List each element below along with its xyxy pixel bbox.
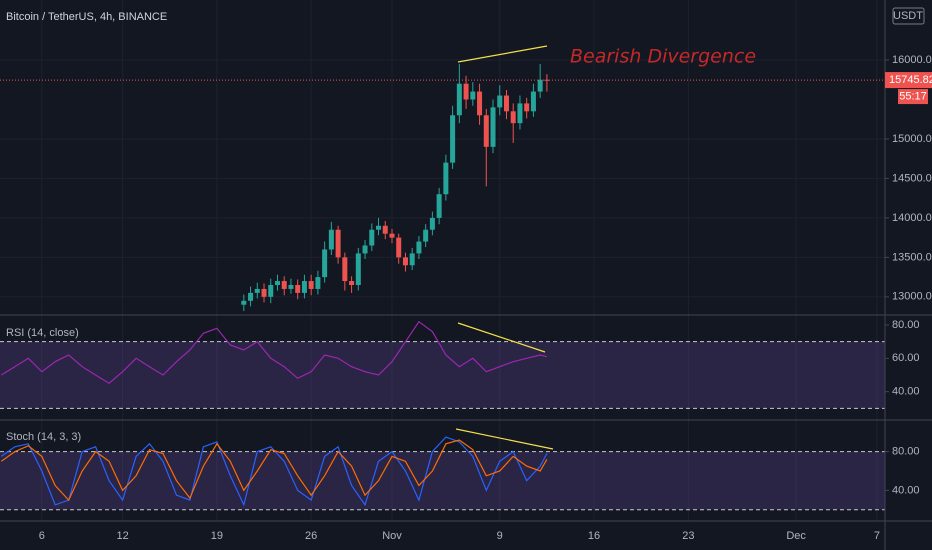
indicator-label: RSI (14, close): [6, 327, 79, 339]
candle-body: [402, 257, 408, 266]
y-tick-label: 15000.00: [892, 133, 932, 145]
y-tick-label: 80.00: [892, 319, 920, 331]
candle-body: [537, 79, 543, 92]
candle-body: [295, 285, 301, 293]
band-fill: [0, 451, 885, 510]
y-tick-label: 14000.00: [892, 212, 932, 224]
indicator-line: [0, 320, 548, 385]
last-price-label: 15745.82: [889, 74, 932, 86]
y-tick-label: 60.00: [892, 352, 920, 364]
countdown-box: [898, 89, 928, 105]
candle-body: [450, 115, 456, 163]
candle-body: [490, 107, 496, 147]
candle-body: [497, 95, 503, 108]
candle-body: [369, 229, 375, 246]
y-tick-label: 80.00: [892, 446, 920, 458]
x-tick-label: Dec: [786, 530, 806, 542]
candle-body: [483, 115, 489, 147]
candle-body: [288, 285, 294, 289]
countdown: 55:17: [899, 90, 927, 102]
candle-body: [315, 277, 321, 289]
x-tick-label: 26: [305, 530, 317, 542]
candle-body: [241, 300, 247, 305]
candle-body: [470, 91, 476, 100]
candle-body: [503, 95, 509, 112]
candle-body: [301, 281, 307, 293]
candle-body: [362, 245, 368, 254]
candle-body: [510, 111, 516, 124]
candle-body: [382, 225, 388, 234]
chart-title: Bitcoin / TetherUS, 4h, BINANCE: [6, 11, 167, 23]
y-tick-label: 13000.00: [892, 291, 932, 303]
trendline: [457, 45, 548, 63]
candle-body: [396, 237, 402, 258]
candle-body: [308, 281, 314, 289]
x-tick-label: Nov: [382, 530, 402, 542]
candle-body: [517, 103, 523, 124]
candle-body: [443, 162, 449, 195]
candle-body: [254, 288, 260, 293]
candle-body: [261, 288, 267, 297]
candle-body: [274, 281, 280, 285]
y-tick-label: 40.00: [892, 386, 920, 398]
candle-body: [349, 281, 355, 285]
band-fill: [0, 341, 885, 409]
x-tick-label: 23: [682, 530, 694, 542]
annotation: Bearish Divergence: [570, 46, 756, 68]
candle-body: [342, 257, 348, 282]
candle-body: [477, 91, 483, 116]
candle-body: [463, 83, 469, 100]
candle-body: [416, 241, 422, 254]
indicator-label: Stoch (14, 3, 3): [6, 431, 81, 443]
candle-body: [268, 285, 274, 297]
y-tick-label: 13500.00: [892, 251, 932, 263]
currency: USDT: [893, 10, 923, 22]
candle-body: [456, 83, 462, 116]
candle-body: [530, 91, 536, 112]
candle-body: [328, 229, 334, 250]
candle-body: [281, 281, 287, 289]
y-tick-label: 16000.00: [892, 54, 932, 66]
indicator-line: [0, 439, 548, 502]
candle-body: [389, 233, 395, 238]
y-tick-label: 40.00: [892, 484, 920, 496]
candle-body: [376, 225, 382, 230]
indicator-line: [0, 436, 548, 507]
x-tick-label: 7: [874, 530, 880, 542]
x-tick-label: 16: [588, 530, 600, 542]
x-tick-label: 9: [497, 530, 503, 542]
x-tick-label: 19: [211, 530, 223, 542]
candle-body: [423, 229, 429, 242]
candle-body: [429, 217, 435, 230]
currency-box[interactable]: [892, 7, 925, 25]
candle-body: [322, 249, 328, 278]
candle-body: [355, 253, 361, 285]
candle-body: [335, 229, 341, 258]
y-tick-label: 14500.00: [892, 172, 932, 184]
candle-body: [248, 292, 254, 301]
candle-body: [436, 194, 442, 218]
last-price-box: [885, 72, 932, 89]
candle-body: [409, 253, 415, 266]
trendline: [457, 322, 546, 353]
trendline: [455, 428, 554, 450]
x-tick-label: 12: [116, 530, 128, 542]
candle-body: [524, 103, 530, 112]
x-tick-label: 6: [39, 530, 45, 542]
